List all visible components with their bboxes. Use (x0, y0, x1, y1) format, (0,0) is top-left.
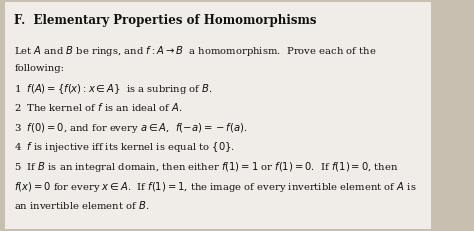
Text: 5  If $B$ is an integral domain, then either $f(1) = 1$ or $f(1) = 0$.  If $f(1): 5 If $B$ is an integral domain, then eit… (14, 160, 399, 174)
Text: 1  $f(A) = \{f(x): x \in A\}$  is a subring of $B$.: 1 $f(A) = \{f(x): x \in A\}$ is a subrin… (14, 82, 213, 96)
Text: 4  $f$ is injective iff its kernel is equal to $\{0\}$.: 4 $f$ is injective iff its kernel is equ… (14, 140, 235, 155)
Text: an invertible element of $B$.: an invertible element of $B$. (14, 199, 150, 211)
Text: 3  $f(0) = 0$, and for every $a \in A$,  $f(-a) = -f(a)$.: 3 $f(0) = 0$, and for every $a \in A$, $… (14, 121, 247, 135)
Text: following:: following: (14, 64, 64, 73)
Text: Let $A$ and $B$ be rings, and $f: A \rightarrow B$  a homomorphism.  Prove each : Let $A$ and $B$ be rings, and $f: A \rig… (14, 44, 377, 58)
FancyBboxPatch shape (5, 2, 431, 229)
Text: F.  Elementary Properties of Homomorphisms: F. Elementary Properties of Homomorphism… (14, 14, 317, 27)
Text: $f(x) = 0$ for every $x \in A$.  If $f(1) = 1$, the image of every invertible el: $f(x) = 0$ for every $x \in A$. If $f(1)… (14, 180, 417, 194)
Text: 2  The kernel of $f$ is an ideal of $A$.: 2 The kernel of $f$ is an ideal of $A$. (14, 101, 183, 113)
